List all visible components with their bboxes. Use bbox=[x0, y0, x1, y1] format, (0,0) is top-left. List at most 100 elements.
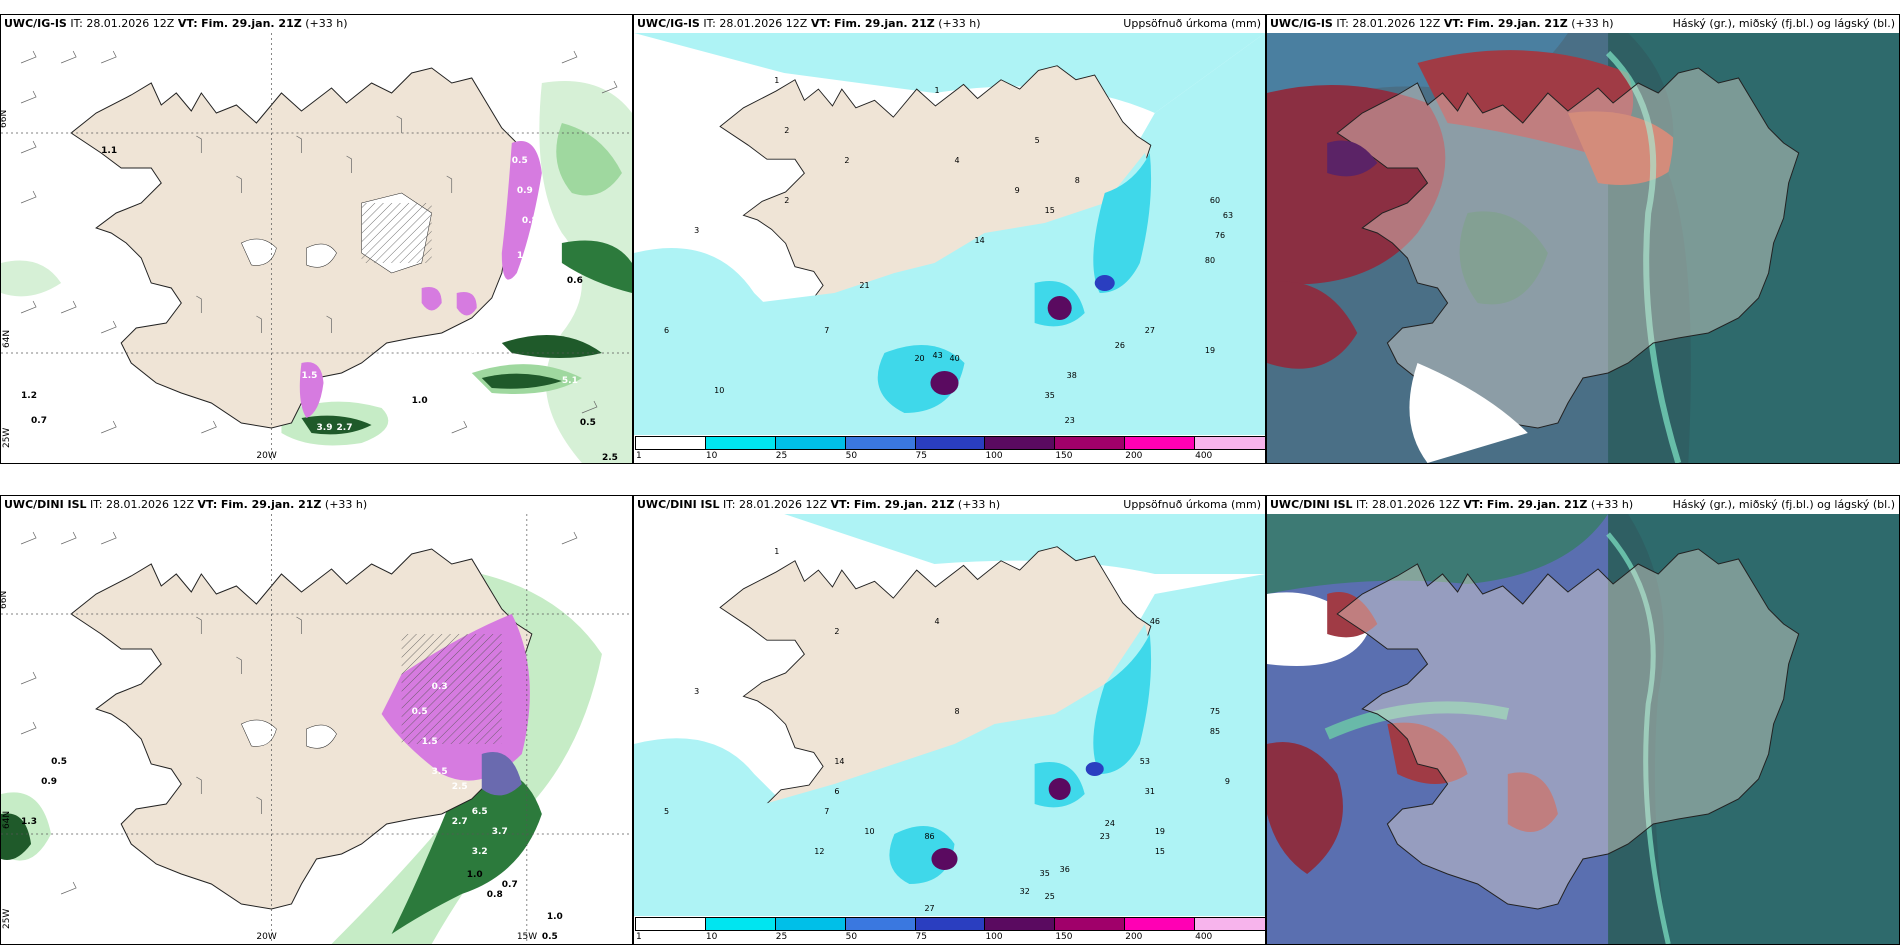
value-label: 85 bbox=[1210, 727, 1220, 736]
colorbar-swatch bbox=[774, 917, 846, 931]
vt-label: VT: bbox=[1463, 498, 1484, 511]
value-label: 1 bbox=[934, 86, 939, 95]
value-label: 10 bbox=[714, 386, 724, 395]
value-label: 3.7 bbox=[492, 827, 508, 837]
panel-header: UWC/DINI ISL IT: 28.01.2026 12Z VT: Fim.… bbox=[1267, 496, 1899, 514]
value-label: 27 bbox=[1145, 326, 1155, 335]
colorbar-swatch bbox=[1124, 436, 1196, 450]
value-label: 32 bbox=[1020, 887, 1030, 896]
colorbar-tick: 200 bbox=[1125, 932, 1143, 942]
colorbar-swatch bbox=[914, 436, 986, 450]
value-label: 76 bbox=[1215, 231, 1225, 240]
init-time: IT: 28.01.2026 12Z bbox=[1336, 17, 1441, 30]
map-view[interactable] bbox=[1267, 514, 1899, 944]
init-time: IT: 28.01.2026 12Z bbox=[1356, 498, 1461, 511]
vt-label: VT: bbox=[830, 498, 851, 511]
colorbar-swatch bbox=[635, 436, 706, 450]
value-label: 2 bbox=[834, 627, 839, 636]
value-label: 19 bbox=[1155, 827, 1165, 836]
value-label: 36 bbox=[1060, 865, 1070, 874]
value-label: 53 bbox=[1140, 757, 1150, 766]
value-label: 2.7 bbox=[337, 423, 353, 433]
init-time: IT: 28.01.2026 12Z bbox=[90, 498, 195, 511]
value-label: 0.5 bbox=[542, 932, 558, 942]
colorbar-swatch bbox=[984, 917, 1056, 931]
forecast-step: (+33 h) bbox=[957, 498, 1001, 511]
value-label: 0.5 bbox=[412, 707, 428, 717]
panel-precip-type-dini: UWC/DINI ISL IT: 28.01.2026 12Z VT: Fim.… bbox=[0, 495, 633, 945]
value-label: 4 bbox=[934, 617, 939, 626]
value-label: 5.1 bbox=[562, 376, 578, 386]
colorbar-tick: 400 bbox=[1195, 932, 1213, 942]
value-label: 8 bbox=[955, 707, 960, 716]
colorbar-swatch bbox=[844, 917, 916, 931]
value-label: 26 bbox=[1115, 341, 1125, 350]
forecast-step: (+33 h) bbox=[324, 498, 368, 511]
value-label: 1 bbox=[774, 76, 779, 85]
panel-header: UWC/IG-IS IT: 28.01.2026 12Z VT: Fim. 29… bbox=[634, 15, 1265, 33]
colorbar-tick: 50 bbox=[845, 451, 858, 461]
panel-field-title: Háský (gr.), miðský (fj.bl.) og lágský (… bbox=[1672, 17, 1895, 30]
lat-label: 66N bbox=[1, 591, 9, 609]
lon-label: 20W bbox=[256, 451, 276, 461]
value-label: 3.9 bbox=[317, 423, 333, 433]
colorbar-tick: 25 bbox=[775, 932, 788, 942]
value-label: 0.9 bbox=[517, 186, 533, 196]
model-name: UWC/IG-IS bbox=[637, 17, 700, 30]
valid-time: Fim. 29.jan. 21Z bbox=[220, 498, 322, 511]
value-label: 63 bbox=[1223, 211, 1233, 220]
value-label: 1.3 bbox=[21, 817, 37, 827]
value-label: 5 bbox=[1035, 136, 1040, 145]
value-label: 2.5 bbox=[452, 782, 468, 792]
value-label: 80 bbox=[1205, 256, 1215, 265]
value-label: 3.2 bbox=[472, 847, 488, 857]
value-label: 75 bbox=[1210, 707, 1220, 716]
valid-time: Fim. 29.jan. 21Z bbox=[1486, 498, 1588, 511]
model-name: UWC/IG-IS bbox=[1270, 17, 1333, 30]
value-label: 24 bbox=[1105, 819, 1115, 828]
value-label: 6 bbox=[834, 787, 839, 796]
value-label: 1 bbox=[774, 547, 779, 556]
map-view[interactable] bbox=[1267, 33, 1899, 463]
forecast-step: (+33 h) bbox=[305, 17, 348, 30]
value-label: 1.2 bbox=[21, 391, 37, 401]
value-label: 4 bbox=[955, 156, 960, 165]
value-label: 35 bbox=[1040, 869, 1050, 878]
colorbar-swatch bbox=[1054, 436, 1126, 450]
lat-label: 64N bbox=[2, 811, 12, 829]
value-label: 3.9 bbox=[382, 453, 398, 463]
value-label: 2.5 bbox=[602, 453, 618, 463]
model-name: UWC/DINI ISL bbox=[1270, 498, 1353, 511]
value-label: 0.6 bbox=[567, 276, 583, 286]
panel-field-title: Uppsöfnuð úrkoma (mm) bbox=[1123, 498, 1261, 511]
value-label: 3.3 bbox=[497, 421, 513, 431]
value-label: 0.7 bbox=[502, 880, 518, 890]
panel-header: UWC/IG-IS IT: 28.01.2026 12Z VT: Fim. 29… bbox=[1, 15, 632, 33]
value-label: 4.2 bbox=[462, 351, 478, 361]
map-view[interactable]: 1.1 0.7 1.2 0.5 0.9 0.8 1.0 1.0 0.6 5.1 … bbox=[1, 33, 632, 463]
value-label: 2 bbox=[844, 156, 849, 165]
lon-label: 25W bbox=[2, 909, 12, 929]
init-time: IT: 28.01.2026 12Z bbox=[70, 17, 175, 30]
value-label: 2 bbox=[784, 126, 789, 135]
colorbar-swatch bbox=[914, 917, 986, 931]
value-label: 15 bbox=[1155, 847, 1165, 856]
lon-label: 20W bbox=[256, 932, 276, 942]
value-label: 19 bbox=[1205, 346, 1215, 355]
map-view[interactable]: 1 2 3 4 5 6 7 8 9 10 12 14 15 19 24 23 2… bbox=[634, 514, 1265, 916]
colorbar-swatch bbox=[844, 436, 916, 450]
lon-label: 25W bbox=[2, 428, 12, 448]
vt-label: VT: bbox=[810, 17, 831, 30]
valid-time: Fim. 29.jan. 21Z bbox=[201, 17, 302, 30]
value-label: 9 bbox=[1225, 777, 1230, 786]
colorbar-tick: 10 bbox=[705, 451, 718, 461]
vt-label: VT: bbox=[197, 498, 218, 511]
value-label: 6.5 bbox=[472, 807, 488, 817]
colorbar-tick: 75 bbox=[915, 932, 927, 942]
panel-header: UWC/DINI ISL IT: 28.01.2026 12Z VT: Fim.… bbox=[1, 496, 632, 514]
colorbar-swatch bbox=[635, 917, 706, 931]
value-label: 14 bbox=[975, 236, 985, 245]
vt-label: VT: bbox=[177, 17, 198, 30]
map-view[interactable]: 1 2 2 2 3 1 4 5 6 7 8 9 10 14 15 19 20 2… bbox=[634, 33, 1265, 435]
map-view[interactable]: 0.5 0.9 1.3 2.7 3.7 6.5 3.2 1.0 0.7 0.8 … bbox=[1, 514, 632, 944]
